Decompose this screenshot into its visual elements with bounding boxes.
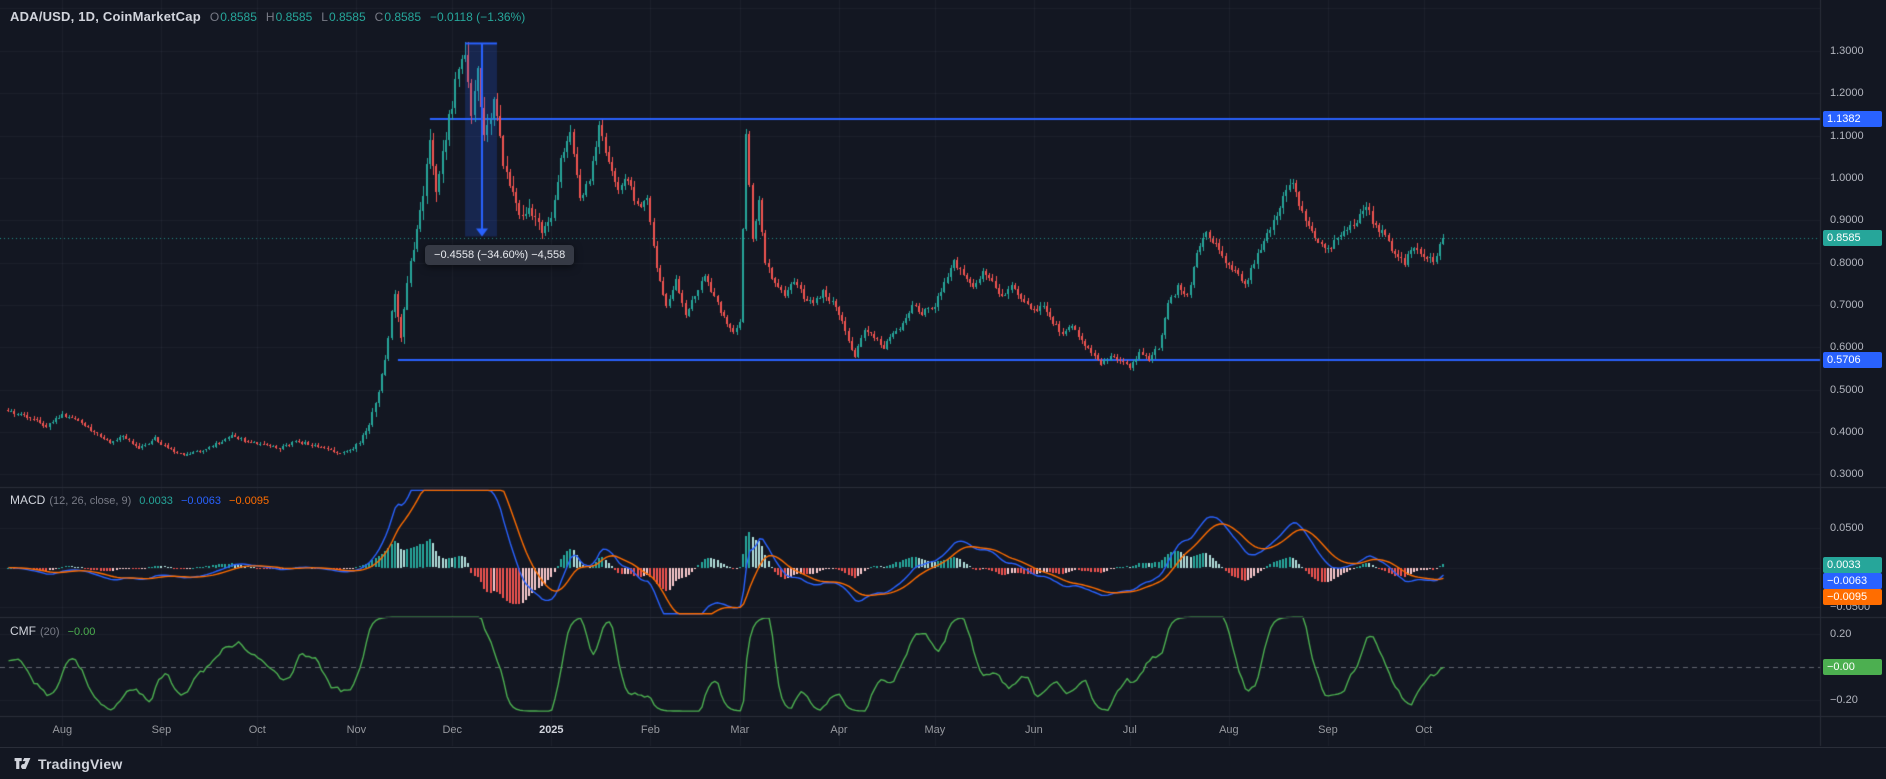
macd-axis-tick: 0.0500 xyxy=(1830,521,1864,534)
macd-line-value: −0.0063 xyxy=(180,495,222,507)
cmf-axis-tick: 0.20 xyxy=(1830,628,1852,641)
close-value: 0.8585 xyxy=(384,10,422,24)
time-axis-tick: Apr xyxy=(830,724,848,736)
tradingview-logo-icon xyxy=(14,757,31,770)
change-value: −0.0118 (−1.36%) xyxy=(430,10,526,24)
macd-signal-price-label: −0.0095 xyxy=(1823,589,1882,605)
time-axis-tick: Jun xyxy=(1025,724,1043,736)
time-axis-tick: Aug xyxy=(1219,724,1239,736)
symbol-header: ADA/USD, 1D, CoinMarketCap O 0.8585 H 0.… xyxy=(10,9,525,24)
time-axis-tick: Sep xyxy=(1318,724,1338,736)
low-value: 0.8585 xyxy=(328,10,366,24)
price-axis-tick: 0.8000 xyxy=(1830,256,1864,269)
time-axis[interactable]: Aug Sep Oct Nov Dec 2025 Feb Mar Apr May Jun Jul Aug… xyxy=(0,717,1820,747)
measure-tooltip: −0.4558 (−34.60%) −4,558 xyxy=(425,245,575,266)
open-label: O xyxy=(209,10,220,24)
time-axis-tick: Dec xyxy=(442,724,463,736)
macd-hist-price-label: 0.0033 xyxy=(1823,557,1882,573)
macd-hist-value: 0.0033 xyxy=(139,495,173,507)
high-value: 0.8585 xyxy=(275,10,313,24)
cmf-header: CMF (20) −0.00 xyxy=(10,624,95,638)
price-axis-tick: 1.1000 xyxy=(1830,129,1864,142)
time-axis-tick: Nov xyxy=(346,724,367,736)
price-axis-tick: 0.7000 xyxy=(1830,298,1864,311)
symbol-title[interactable]: ADA/USD, 1D, CoinMarketCap xyxy=(10,9,201,24)
resistance-price-label: 1.1382 xyxy=(1823,111,1882,128)
price-axis-tick: 0.5000 xyxy=(1830,383,1864,396)
time-axis-tick: Mar xyxy=(730,724,750,736)
price-axis-tick: 1.0000 xyxy=(1830,171,1864,184)
time-axis-tick: Sep xyxy=(151,724,172,736)
cmf-params: (20) xyxy=(40,626,60,638)
high-label: H xyxy=(265,10,275,24)
low-label: L xyxy=(321,10,328,24)
cmf-title[interactable]: CMF xyxy=(10,624,36,638)
time-axis-tick: Oct xyxy=(1415,724,1433,736)
tradingview-logo-text: TradingView xyxy=(38,755,123,772)
support-price-label: 0.5706 xyxy=(1823,351,1882,368)
price-axis-tick: 0.4000 xyxy=(1830,425,1864,438)
time-axis-tick: 2025 xyxy=(539,724,564,736)
close-label: C xyxy=(374,10,384,24)
macd-header: MACD (12, 26, close, 9) 0.0033 −0.0063 −… xyxy=(10,493,269,507)
macd-title[interactable]: MACD xyxy=(10,493,46,507)
price-axis-tick: 0.3000 xyxy=(1830,468,1864,481)
price-axis[interactable]: 1.1382 0.5706 0.8585 0.0033 −0.0063 −0.0… xyxy=(1822,0,1885,746)
price-axis-tick: 1.3000 xyxy=(1830,44,1864,57)
last-price-label: 0.8585 xyxy=(1823,229,1882,246)
time-axis-tick: Oct xyxy=(248,724,266,736)
time-axis-tick: Aug xyxy=(52,724,73,736)
macd-line-price-label: −0.0063 xyxy=(1823,573,1882,589)
macd-signal-value: −0.0095 xyxy=(229,495,270,507)
cmf-value: −0.00 xyxy=(67,626,96,638)
price-axis-tick: 0.9000 xyxy=(1830,214,1864,227)
cmf-price-label: −0.00 xyxy=(1823,659,1882,676)
ohlc-close: C 0.8585 xyxy=(375,10,421,24)
ohlc-high: H 0.8585 xyxy=(266,10,312,24)
macd-params: (12, 26, close, 9) xyxy=(49,495,132,507)
time-axis-tick: May xyxy=(924,724,946,736)
ohlc-open: O 0.8585 xyxy=(210,10,257,24)
cmf-axis-tick: −0.20 xyxy=(1830,693,1858,706)
time-axis-tick: Jul xyxy=(1122,724,1137,736)
bottom-toolbar: TradingView xyxy=(0,747,1886,779)
price-axis-tick: 1.2000 xyxy=(1830,87,1864,100)
tradingview-logo[interactable]: TradingView xyxy=(13,754,122,773)
open-value: 0.8585 xyxy=(220,10,257,24)
ohlc-low: L 0.8585 xyxy=(321,10,365,24)
price-axis-tick: 0.6000 xyxy=(1830,341,1864,354)
time-axis-tick: Feb xyxy=(640,724,660,736)
